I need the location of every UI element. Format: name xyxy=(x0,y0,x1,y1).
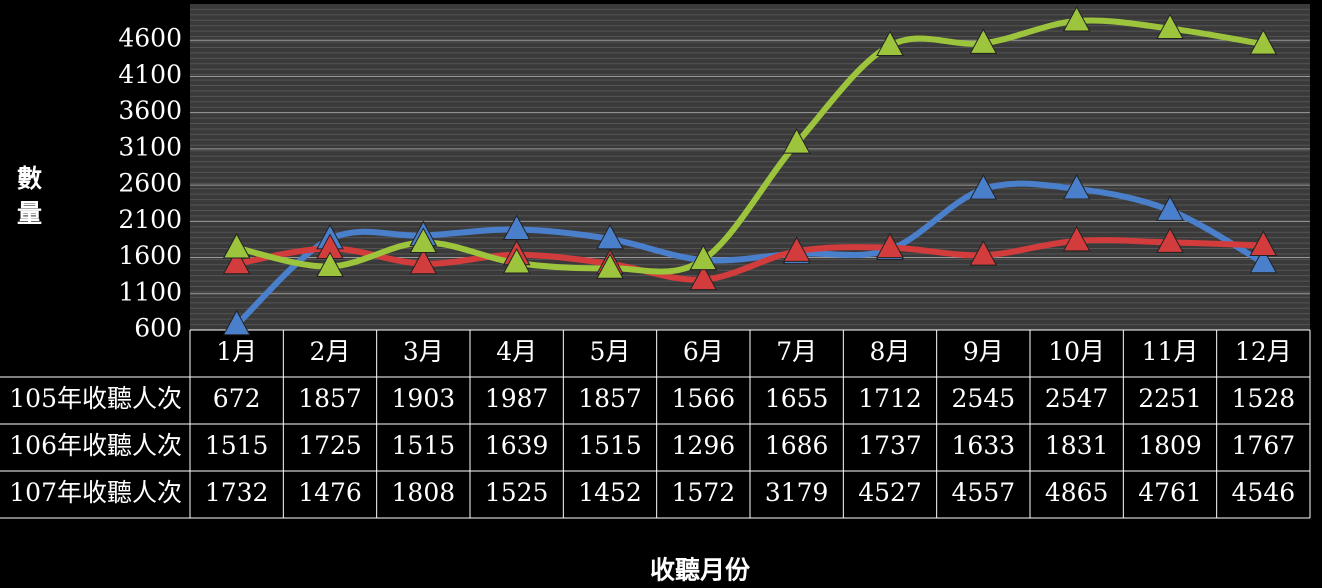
x-tick-label: 2月 xyxy=(310,337,351,366)
series-name: 106年收聽人次 xyxy=(9,431,182,460)
table-value: 1655 xyxy=(765,384,829,413)
y-tick-label: 1100 xyxy=(118,277,182,306)
marker xyxy=(689,244,718,271)
marker xyxy=(782,236,811,262)
y-tick-label: 2600 xyxy=(118,169,182,198)
table-value: 1831 xyxy=(1045,431,1109,460)
y-tick-label: 4100 xyxy=(118,60,182,89)
table-value: 1712 xyxy=(858,384,922,413)
marker xyxy=(1062,5,1091,32)
marker xyxy=(782,128,811,154)
table-value: 1515 xyxy=(578,431,642,460)
table-value: 4527 xyxy=(858,478,922,507)
marker xyxy=(969,28,998,54)
table-value: 1515 xyxy=(205,431,269,460)
marker xyxy=(969,174,998,200)
table-value: 2547 xyxy=(1045,384,1109,413)
marker xyxy=(969,240,998,266)
table-value: 4761 xyxy=(1138,478,1202,507)
x-tick-label: 9月 xyxy=(963,337,1004,366)
marker xyxy=(1062,225,1091,252)
marker xyxy=(1156,195,1184,221)
marker xyxy=(222,309,251,336)
x-tick-label: 12月 xyxy=(1235,337,1292,366)
marker xyxy=(409,248,438,275)
table-value: 1857 xyxy=(298,384,362,413)
table-value: 1296 xyxy=(672,431,736,460)
table-value: 1525 xyxy=(485,478,549,507)
x-tick-label: 6月 xyxy=(683,337,724,366)
table-value: 1857 xyxy=(578,384,642,413)
table-value: 1737 xyxy=(858,431,922,460)
table-value: 1566 xyxy=(672,384,736,413)
series-name: 107年收聽人次 xyxy=(9,478,182,507)
marker xyxy=(1249,247,1278,274)
marker xyxy=(1249,230,1278,256)
table-value: 1987 xyxy=(485,384,549,413)
table-value: 1725 xyxy=(298,431,362,460)
marker xyxy=(1249,29,1278,55)
marker xyxy=(689,264,718,291)
x-axis-title: 收聽月份 xyxy=(650,556,750,585)
marker xyxy=(876,232,904,259)
x-tick-label: 4月 xyxy=(496,337,537,366)
y-tick-label: 3100 xyxy=(118,132,182,161)
marker xyxy=(409,227,438,253)
x-tick-label: 8月 xyxy=(870,337,911,366)
table-value: 1633 xyxy=(952,431,1016,460)
y-axis-title: 數量 xyxy=(14,165,43,235)
table-value: 2251 xyxy=(1138,384,1202,413)
marker xyxy=(1156,227,1184,253)
table-value: 1476 xyxy=(298,478,362,507)
marker xyxy=(502,214,531,241)
table-value: 2545 xyxy=(952,384,1016,413)
table-value: 3179 xyxy=(765,478,829,507)
series-name: 105年收聽人次 xyxy=(9,384,182,413)
table-value: 1528 xyxy=(1232,384,1296,413)
table-value: 4865 xyxy=(1045,478,1109,507)
x-tick-label: 5月 xyxy=(590,337,631,366)
x-tick-label: 1月 xyxy=(216,337,257,366)
y-tick-label: 3600 xyxy=(118,96,182,125)
table-value: 1572 xyxy=(672,478,736,507)
table-value: 1767 xyxy=(1232,431,1296,460)
table-value: 1639 xyxy=(485,431,549,460)
x-tick-label: 3月 xyxy=(403,337,444,366)
marker xyxy=(222,232,251,259)
x-tick-label: 7月 xyxy=(776,337,817,366)
marker xyxy=(222,248,251,275)
marker xyxy=(1156,13,1184,40)
table-value: 1452 xyxy=(578,478,642,507)
table-value: 1809 xyxy=(1138,431,1202,460)
table-value: 1903 xyxy=(392,384,456,413)
table-value: 1686 xyxy=(765,431,829,460)
y-tick-label: 600 xyxy=(134,314,182,343)
marker xyxy=(1062,173,1091,200)
x-tick-label: 10月 xyxy=(1048,337,1105,366)
marker xyxy=(502,247,531,274)
x-tick-label: 11月 xyxy=(1142,337,1199,366)
y-tick-label: 1600 xyxy=(118,241,182,270)
table-value: 1732 xyxy=(205,478,269,507)
table-value: 1808 xyxy=(392,478,456,507)
table-value: 672 xyxy=(213,384,261,413)
y-tick-label: 2100 xyxy=(118,205,182,234)
marker xyxy=(876,30,904,57)
series-line xyxy=(233,180,1267,328)
marker xyxy=(596,253,624,279)
table-value: 4557 xyxy=(952,478,1016,507)
table-value: 4546 xyxy=(1232,478,1296,507)
y-tick-label: 4600 xyxy=(118,24,182,53)
marker xyxy=(316,251,344,278)
table-value: 1515 xyxy=(392,431,456,460)
